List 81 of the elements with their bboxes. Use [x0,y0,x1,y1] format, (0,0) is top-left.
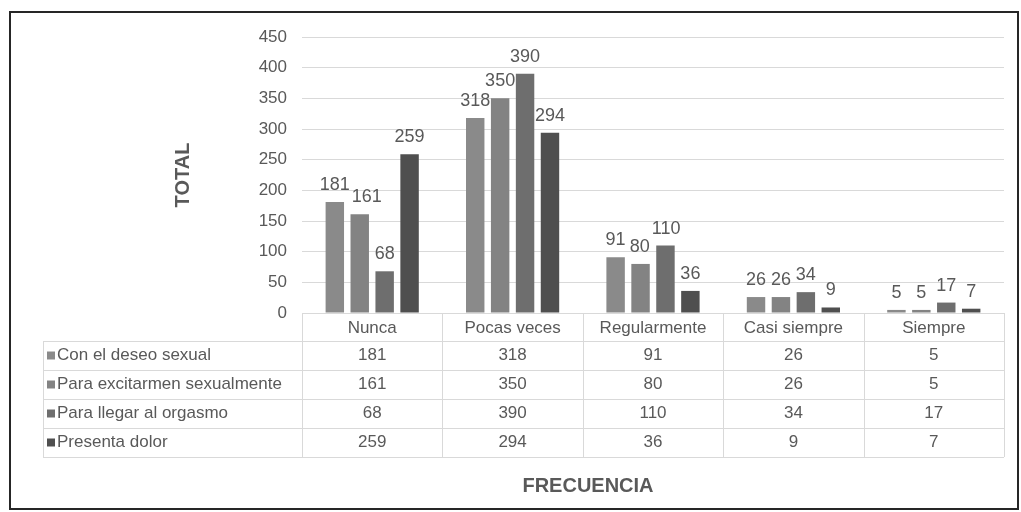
data-label: 110 [639,403,667,423]
y-tick-label: 250 [258,149,287,169]
legend-label: Con el deseo sexual [57,345,212,365]
y-tick-label: 450 [258,26,287,46]
data-label: 91 [643,345,663,365]
annotation: 181 [319,173,350,194]
data-label: 259 [358,432,387,452]
data-label: 9 [788,432,799,452]
data-label: 5 [929,374,939,394]
bar [887,309,906,313]
annotation: 36 [680,262,701,283]
bar [937,302,956,313]
annotation: 34 [795,264,816,285]
y-tick-label: 150 [258,210,287,230]
x-tick-label: Regularmente [599,317,707,337]
bar [631,263,650,313]
annotation: 26 [770,269,791,290]
bar [490,98,510,313]
bar [325,201,345,313]
data-label: 350 [498,374,527,394]
x-tick-label: Pocas veces [464,317,561,337]
annotation: 294 [534,104,565,125]
annotation: 7 [966,280,977,301]
data-label: 34 [783,403,803,423]
annotation: 26 [746,269,767,290]
bar [375,271,394,313]
legend-label: Para llegar al orgasmo [57,403,229,423]
y-tick-label: 350 [258,88,287,108]
annotation: 390 [510,45,541,66]
data-label: 181 [358,345,387,365]
data-label: 7 [929,432,939,452]
bar [821,307,840,313]
x-tick-label: Siempre [902,317,966,337]
y-tick-label: 400 [258,57,287,77]
bar [606,257,625,313]
bar [656,245,675,313]
data-label: 26 [783,345,803,365]
y-axis-title: TOTAL [170,142,193,208]
x-tick-label: Casi siempre [743,317,843,337]
annotation: 5 [916,281,927,302]
data-label: 80 [643,374,663,394]
annotation: 68 [374,243,395,264]
legend-label: Para excitarmen sexualmente [57,374,282,394]
y-tick-label: 300 [258,118,287,138]
text: FRECUENCIA [522,473,654,496]
data-label: 17 [924,403,944,423]
data-label: 68 [362,403,382,423]
bar [515,73,535,313]
data-label: 161 [358,374,387,394]
bar [746,297,766,313]
annotation: 161 [351,186,382,207]
bar [400,154,419,313]
y-tick-label: 100 [258,241,287,261]
data-label: 318 [498,345,527,365]
x-tick-label: Nunca [347,317,398,337]
data-label: 26 [783,374,803,394]
bar [350,214,369,313]
bar [466,117,485,313]
y-tick-label: 0 [277,302,287,322]
data-label: 5 [929,345,939,365]
bar [961,308,981,313]
bar [796,292,816,313]
data-label: 294 [498,432,527,452]
y-tick-label: 200 [258,180,287,200]
annotation: 5 [891,281,902,302]
bar [771,297,791,313]
annotation: 318 [460,89,491,110]
legend-label: Presenta dolor [57,432,168,452]
annotation: 91 [605,229,626,250]
annotation: 9 [825,279,836,300]
bar [912,309,931,313]
annotation: 350 [485,70,516,91]
annotation: 80 [629,235,650,256]
bar [540,132,560,313]
annotation: 17 [936,274,957,295]
annotation: 259 [394,126,425,147]
data-label: 390 [498,403,527,423]
bar [681,290,700,313]
y-tick-label: 50 [268,272,287,292]
data-label: 36 [643,432,663,452]
annotation: 110 [651,217,681,238]
